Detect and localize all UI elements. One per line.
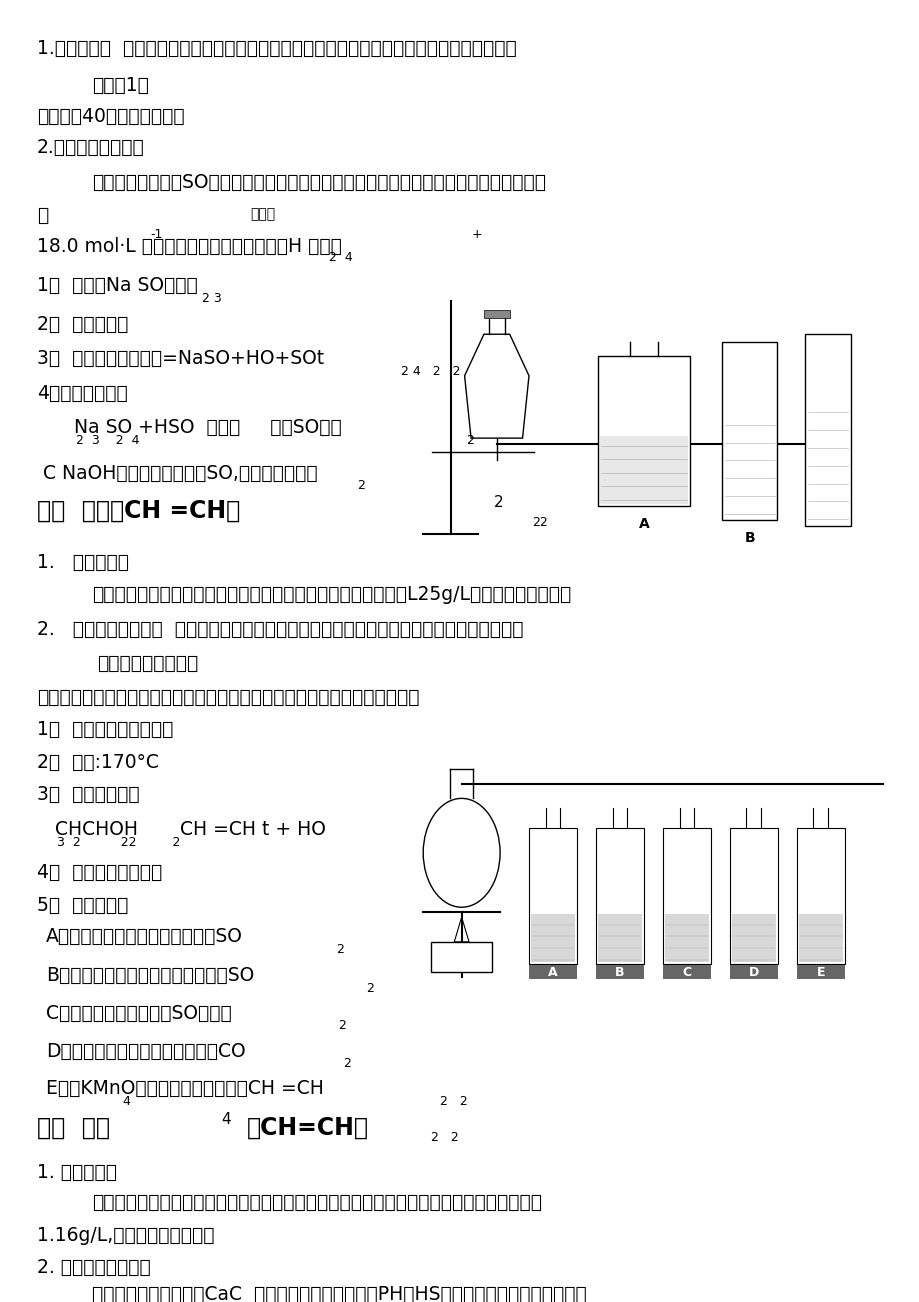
Text: 2）  条件：常温: 2） 条件：常温 [37, 315, 128, 335]
Text: 2: 2 [494, 495, 503, 510]
Text: 在此试验中，因为SO易溶于水，故不能采用浓盐酸（浓盐酸中含有大量的水），也不能采: 在此试验中，因为SO易溶于水，故不能采用浓盐酸（浓盐酸中含有大量的水），也不能采 [92, 173, 545, 193]
Text: 2: 2 [357, 479, 365, 492]
Text: 乙烯是一种无色、稍有气味的气体，难溶于水，在标况下密度为L25g/L，比空气密度略小。: 乙烯是一种无色、稍有气味的气体，难溶于水，在标况下密度为L25g/L，比空气密度… [92, 585, 571, 604]
Text: 3）  化学方程式：: 3） 化学方程式： [37, 785, 140, 805]
Bar [731, 914, 775, 961]
Text: Na SO +HSO  （浓）     检验SO的性: Na SO +HSO （浓） 检验SO的性 [74, 418, 341, 437]
Text: 4: 4 [122, 1095, 130, 1108]
Text: -1: -1 [150, 228, 162, 241]
Text: 2: 2 [338, 1019, 346, 1032]
Text: （CH=CH）: （CH=CH） [246, 1116, 369, 1139]
Bar [483, 310, 509, 318]
Circle shape [423, 798, 500, 907]
Text: 1.16g/L,比空气的密度略小。: 1.16g/L,比空气的密度略小。 [37, 1226, 214, 1246]
Bar [796, 965, 844, 979]
Bar [596, 965, 643, 979]
Text: B: B [743, 531, 754, 546]
Text: CHCHOH       CH =CH t + HO: CHCHOH CH =CH t + HO [55, 820, 325, 840]
Polygon shape [464, 335, 528, 437]
Bar [798, 914, 842, 961]
Text: 1.物理性质：  二氧化硫是一种无色、有刺激性气味的有毒气体。密度比空气大，易液化、易溶: 1.物理性质： 二氧化硫是一种无色、有刺激性气味的有毒气体。密度比空气大，易液化… [37, 39, 516, 59]
Bar [662, 965, 709, 979]
Text: D: D [748, 966, 758, 979]
Text: D澄清石灰水：检验混合气体中的CO: D澄清石灰水：检验混合气体中的CO [46, 1042, 245, 1061]
Text: E: E [815, 966, 824, 979]
Text: C: C [681, 966, 690, 979]
Bar [596, 828, 643, 963]
Text: 2 3: 2 3 [202, 292, 221, 305]
Text: 2. 实验室制备方法：: 2. 实验室制备方法： [37, 1258, 151, 1277]
Bar [528, 828, 576, 963]
Text: 4: 4 [221, 1112, 230, 1128]
Text: C NaOH溶液：除去过量的SO,防止污染空气。: C NaOH溶液：除去过量的SO,防止污染空气。 [37, 464, 317, 483]
Text: A: A [638, 517, 649, 531]
Bar [599, 436, 687, 504]
Text: 1）  原料：Na SO粉末、: 1） 原料：Na SO粉末、 [37, 276, 198, 296]
Bar [530, 914, 574, 961]
Text: 实验制备乙炔时电石（CaC  ）中含有少量杂质而产生PH、HS使气体有特殊的臭味，影响乙: 实验制备乙炔时电石（CaC ）中含有少量杂质而产生PH、HS使气体有特殊的臭味，… [92, 1285, 586, 1302]
Text: A品红溶液：检验混合气体中含有SO: A品红溶液：检验混合气体中含有SO [46, 927, 243, 947]
Text: 4）反应方程式：: 4）反应方程式： [37, 384, 128, 404]
Text: 22: 22 [531, 516, 547, 529]
Text: 5）  药品及作用: 5） 药品及作用 [37, 896, 128, 915]
Text: 2.实验室制备方法：: 2.实验室制备方法： [37, 138, 144, 158]
Text: B酸性高锰酸钾：除去混合气体中的SO: B酸性高锰酸钾：除去混合气体中的SO [46, 966, 254, 986]
Text: 2  3    2  4: 2 3 2 4 [76, 434, 140, 447]
Text: 2   2: 2 2 [430, 1131, 458, 1144]
Bar [721, 342, 777, 521]
Text: 3）  装置：（见右图）=NaSO+HO+SOt: 3） 装置：（见右图）=NaSO+HO+SOt [37, 349, 323, 368]
Text: 五、  乙炔: 五、 乙炔 [37, 1116, 109, 1139]
Bar [528, 965, 576, 979]
Bar [662, 828, 709, 963]
Text: 2: 2 [366, 982, 374, 995]
Text: B: B [614, 966, 624, 979]
Text: 2  4: 2 4 [329, 251, 353, 264]
Text: 四、  乙烯（CH =CH）: 四、 乙烯（CH =CH） [37, 499, 240, 522]
Text: 2.   实验室制备方法：  实验中，应特别注意反应温度的控制，否则会发生副反应，由于浓硫酸: 2. 实验室制备方法： 实验中，应特别注意反应温度的控制，否则会发生副反应，由于… [37, 620, 523, 639]
Text: 积水溶解40体积二氧化硫）: 积水溶解40体积二氧化硫） [37, 107, 184, 126]
Text: E酸性KMnO或者溴水：检验生成的CH =CH: E酸性KMnO或者溴水：检验生成的CH =CH [46, 1079, 323, 1099]
Text: 1.   物理性质：: 1. 物理性质： [37, 553, 129, 573]
Text: 1）  原料：乙醇、浓硫酸: 1） 原料：乙醇、浓硫酸 [37, 720, 173, 740]
Text: 的强氧化性，容易将: 的强氧化性，容易将 [96, 654, 198, 673]
Text: 1. 物理性质：: 1. 物理性质： [37, 1163, 117, 1182]
Text: 浓硫酸: 浓硫酸 [250, 207, 275, 221]
Bar [430, 941, 492, 971]
Bar [597, 914, 641, 961]
Text: 18.0 mol·L 的浓硫酸（浓硫酸不能电离出H ），通: 18.0 mol·L 的浓硫酸（浓硫酸不能电离出H ），通 [37, 237, 341, 256]
Bar [664, 914, 708, 961]
Bar [796, 828, 844, 963]
Text: 2   2: 2 2 [439, 1095, 467, 1108]
Text: 2: 2 [335, 943, 344, 956]
Text: 于水（1体: 于水（1体 [92, 76, 149, 95]
Bar [729, 965, 777, 979]
Text: 3  2          22         2: 3 2 22 2 [57, 836, 180, 849]
Text: C品红溶液：检验是否被SO除尽。: C品红溶液：检验是否被SO除尽。 [46, 1004, 232, 1023]
Text: 2: 2 [343, 1057, 351, 1070]
Bar [729, 828, 777, 963]
Text: A: A [548, 966, 557, 979]
Text: 乙炔俗称电石气，是一种无色、无味的气体，微溶于水，易溶于有机溶剂，在标况下密度是: 乙炔俗称电石气，是一种无色、无味的气体，微溶于水，易溶于有机溶剂，在标况下密度是 [92, 1193, 541, 1212]
Text: 4）  装置：（见右图）: 4） 装置：（见右图） [37, 863, 162, 883]
Bar [804, 335, 850, 526]
Text: 用: 用 [37, 206, 48, 225]
Bar [597, 355, 689, 506]
Text: +: + [471, 228, 482, 241]
Text: 乙醇氧化，使乙烯中混有二氧化碳和二氧化硫等酸性气体，影响乙烯的检测。: 乙醇氧化，使乙烯中混有二氧化碳和二氧化硫等酸性气体，影响乙烯的检测。 [37, 687, 419, 707]
Text: 2）  条件:170°C: 2） 条件:170°C [37, 753, 158, 772]
Text: 2 4   2   2: 2 4 2 2 [401, 365, 460, 378]
Text: 2: 2 [466, 434, 474, 447]
